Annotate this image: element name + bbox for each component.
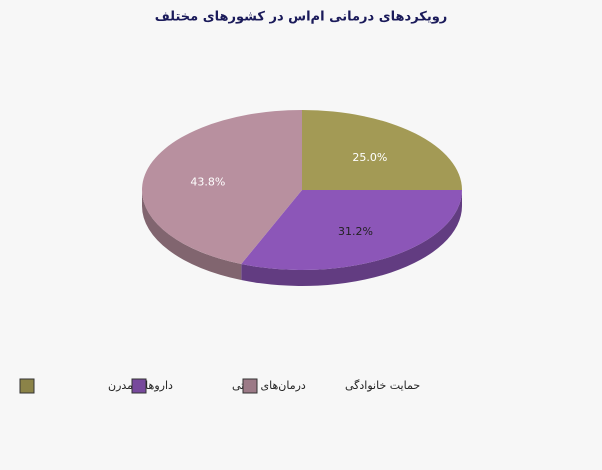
pie-slice <box>241 190 462 270</box>
legend-swatch <box>19 378 35 394</box>
pie-slice <box>142 110 302 265</box>
value-label: 31.2% <box>338 225 373 238</box>
pie-side <box>142 190 242 281</box>
pie-side <box>241 190 462 286</box>
pie-slice <box>302 110 462 190</box>
value-label: 25.0% <box>352 151 387 164</box>
value-label: 43.8% <box>190 176 225 189</box>
legend-swatch <box>131 378 147 394</box>
legend-swatch <box>242 378 258 394</box>
legend-label: حمایت خانوادگی <box>345 379 420 392</box>
chart-title: رویکردهای درمانی ام‌اس در کشورهای مختلف <box>155 10 448 25</box>
